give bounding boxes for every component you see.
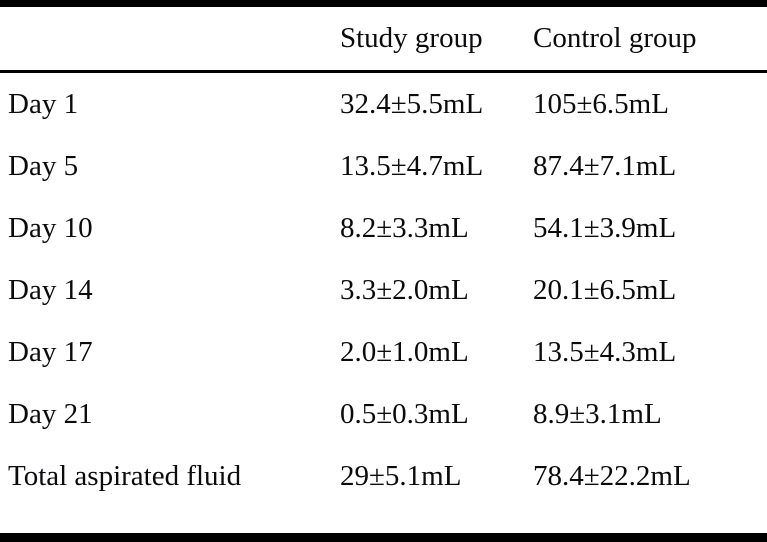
study-value: 32.4±5.5mL — [340, 87, 484, 120]
row-label: Day 1 — [8, 87, 79, 120]
row-label: Total aspirated fluid — [8, 459, 242, 492]
header-empty-cell — [0, 7, 340, 73]
table-row-day-14: Day 14 3.3±2.0mL 20.1±6.5mL — [0, 259, 767, 321]
table-row-day-1: Day 1 32.4±5.5mL 105±6.5mL — [0, 72, 767, 136]
control-value: 20.1±6.5mL — [533, 273, 677, 306]
row-label: Day 5 — [8, 149, 79, 182]
study-value: 2.0±1.0mL — [340, 335, 469, 368]
row-label: Day 17 — [8, 335, 93, 368]
table-row-day-21: Day 21 0.5±0.3mL 8.9±3.1mL — [0, 383, 767, 445]
study-value: 0.5±0.3mL — [340, 397, 469, 430]
table-row-total-aspirated-fluid: Total aspirated fluid 29±5.1mL 78.4±22.2… — [0, 445, 767, 507]
row-label: Day 10 — [8, 211, 93, 244]
study-value: 13.5±4.7mL — [340, 149, 484, 182]
header-row: Study group Control group — [0, 7, 767, 73]
control-value: 78.4±22.2mL — [533, 459, 691, 492]
header-study-group: Study group — [340, 7, 533, 73]
control-value: 8.9±3.1mL — [533, 397, 662, 430]
table-row-day-10: Day 10 8.2±3.3mL 54.1±3.9mL — [0, 197, 767, 259]
table-row-day-17: Day 17 2.0±1.0mL 13.5±4.3mL — [0, 321, 767, 383]
control-value: 13.5±4.3mL — [533, 335, 677, 368]
control-value: 87.4±7.1mL — [533, 149, 677, 182]
header-control-group: Control group — [533, 7, 767, 73]
control-value: 105±6.5mL — [533, 87, 669, 120]
row-label: Day 21 — [8, 397, 93, 430]
study-value: 3.3±2.0mL — [340, 273, 469, 306]
study-value: 8.2±3.3mL — [340, 211, 469, 244]
data-table: Study group Control group Day 1 32.4±5.5… — [0, 7, 767, 507]
study-value: 29±5.1mL — [340, 459, 462, 492]
control-value: 54.1±3.9mL — [533, 211, 677, 244]
row-label: Day 14 — [8, 273, 93, 306]
table-row-day-5: Day 5 13.5±4.7mL 87.4±7.1mL — [0, 135, 767, 197]
